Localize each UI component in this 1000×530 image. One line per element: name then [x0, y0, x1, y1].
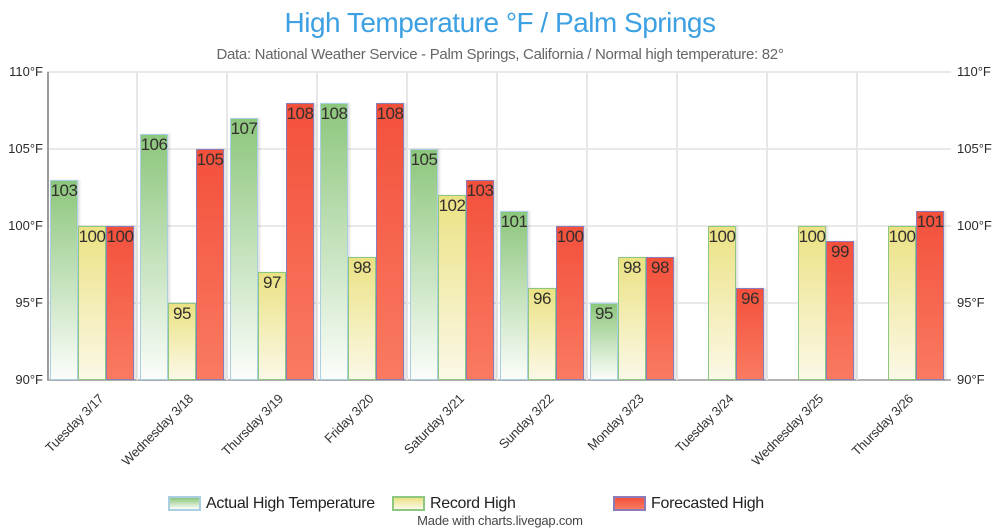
bar-value-label: 103: [466, 180, 494, 200]
y-axis-label-right: 100°F: [957, 218, 992, 233]
legend-swatch: [168, 496, 201, 511]
gridline-vertical: [766, 72, 768, 380]
x-axis-label: Sunday 3/22: [495, 391, 557, 452]
bar-value-label: 102: [438, 196, 466, 216]
bar-value-label: 96: [741, 288, 759, 308]
bar-record: [798, 226, 826, 380]
bar-value-label: 95: [173, 304, 191, 323]
legend-swatch: [392, 496, 425, 511]
bar-actual: [140, 133, 168, 380]
y-axis-label-left: 100°F: [8, 218, 43, 233]
bar-value-label: 100: [888, 227, 916, 246]
bar-value-label: 101: [500, 211, 528, 231]
bar-value-label: 98: [651, 257, 669, 277]
bar-record: [708, 226, 736, 380]
x-axis-label: Wednesday 3/25: [749, 391, 827, 469]
x-axis-label: Friday 3/20: [321, 391, 377, 447]
bar-forecast: [736, 287, 764, 380]
bar-value-label: 108: [286, 103, 314, 123]
y-axis-label-left: 105°F: [8, 141, 43, 156]
bar-value-label: 105: [196, 150, 224, 169]
y-axis-label-left: 90°F: [15, 372, 43, 387]
bar-forecast: [286, 102, 314, 380]
x-axis-label: Tuesday 3/24: [672, 391, 737, 456]
gridline-horizontal: [47, 71, 951, 73]
bar-value-label: 100: [798, 227, 826, 246]
bar-forecast: [466, 179, 494, 380]
bar-forecast: [106, 226, 134, 380]
bar-value-label: 100: [78, 227, 106, 246]
bar-value-label: 100: [556, 227, 584, 246]
y-axis-label-left: 95°F: [15, 295, 43, 310]
bar-forecast: [826, 241, 854, 380]
bar-record: [618, 256, 646, 380]
gridline-horizontal: [47, 225, 951, 227]
bar-record: [888, 226, 916, 380]
bar-value-label: 98: [353, 257, 371, 277]
bar-value-label: 95: [595, 304, 613, 323]
bar-record: [438, 195, 466, 380]
bar-forecast: [196, 149, 224, 380]
bar-value-label: 103: [50, 180, 78, 200]
y-axis-line: [47, 72, 49, 380]
bar-actual: [500, 210, 528, 380]
gridline-vertical: [856, 72, 858, 380]
gridline-vertical: [316, 72, 318, 380]
y-axis-label-right: 90°F: [957, 372, 985, 387]
y-axis-label-left: 110°F: [9, 64, 43, 79]
y-axis-label-right: 110°F: [957, 64, 991, 79]
gridline-horizontal: [47, 302, 951, 304]
x-axis-label: Saturday 3/21: [400, 391, 467, 458]
legend-label: Forecasted High: [651, 495, 764, 512]
bar-value-label: 108: [376, 103, 404, 123]
bar-record: [258, 272, 286, 380]
bar-actual: [410, 149, 438, 380]
chart-title: High Temperature °F / Palm Springs: [284, 7, 716, 38]
bar-actual: [590, 303, 618, 380]
bar-forecast: [556, 226, 584, 380]
legend-label: Actual High Temperature: [206, 495, 375, 512]
bar-value-label: 106: [140, 134, 168, 154]
bar-value-label: 107: [230, 119, 258, 139]
bar-forecast: [376, 102, 404, 380]
bar-value-label: 100: [106, 227, 134, 246]
bar-record: [168, 303, 196, 380]
bar-record: [528, 287, 556, 380]
bar-value-label: 108: [320, 103, 348, 123]
gridline-vertical: [676, 72, 678, 380]
bar-actual: [230, 118, 258, 380]
bar-record: [78, 226, 106, 380]
bar-forecast: [646, 256, 674, 380]
y-axis-label-right: 105°F: [957, 141, 992, 156]
bar-value-label: 99: [831, 242, 849, 262]
bar-value-label: 105: [410, 150, 438, 169]
bar-value-label: 101: [916, 211, 944, 231]
bar-actual: [320, 102, 348, 380]
bar-value-label: 96: [533, 288, 551, 308]
gridline-horizontal: [47, 148, 951, 150]
x-axis-label: Monday 3/23: [584, 391, 647, 454]
bar-value-label: 97: [263, 273, 281, 293]
x-axis-label: Tuesday 3/17: [42, 391, 107, 456]
bar-actual: [50, 179, 78, 380]
chart-credit: Made with charts.livegap.com: [417, 513, 583, 528]
gridline-vertical: [226, 72, 228, 380]
legend-swatch: [613, 496, 646, 511]
gridline-horizontal: [47, 379, 951, 381]
gridline-vertical: [496, 72, 498, 380]
bar-forecast: [916, 210, 944, 380]
gridline-vertical: [406, 72, 408, 380]
bar-value-label: 98: [623, 257, 641, 277]
gridline-vertical: [586, 72, 588, 380]
y-axis-label-right: 95°F: [957, 295, 985, 310]
bar-record: [348, 256, 376, 380]
gridline-vertical: [136, 72, 138, 380]
x-axis-label: Thursday 3/19: [219, 391, 287, 459]
bar-value-label: 100: [708, 227, 736, 246]
chart-subtitle: Data: National Weather Service - Palm Sp…: [216, 46, 784, 63]
x-axis-label: Wednesday 3/18: [119, 391, 197, 469]
legend-label: Record High: [430, 495, 516, 512]
x-axis-label: Thursday 3/26: [849, 391, 917, 459]
